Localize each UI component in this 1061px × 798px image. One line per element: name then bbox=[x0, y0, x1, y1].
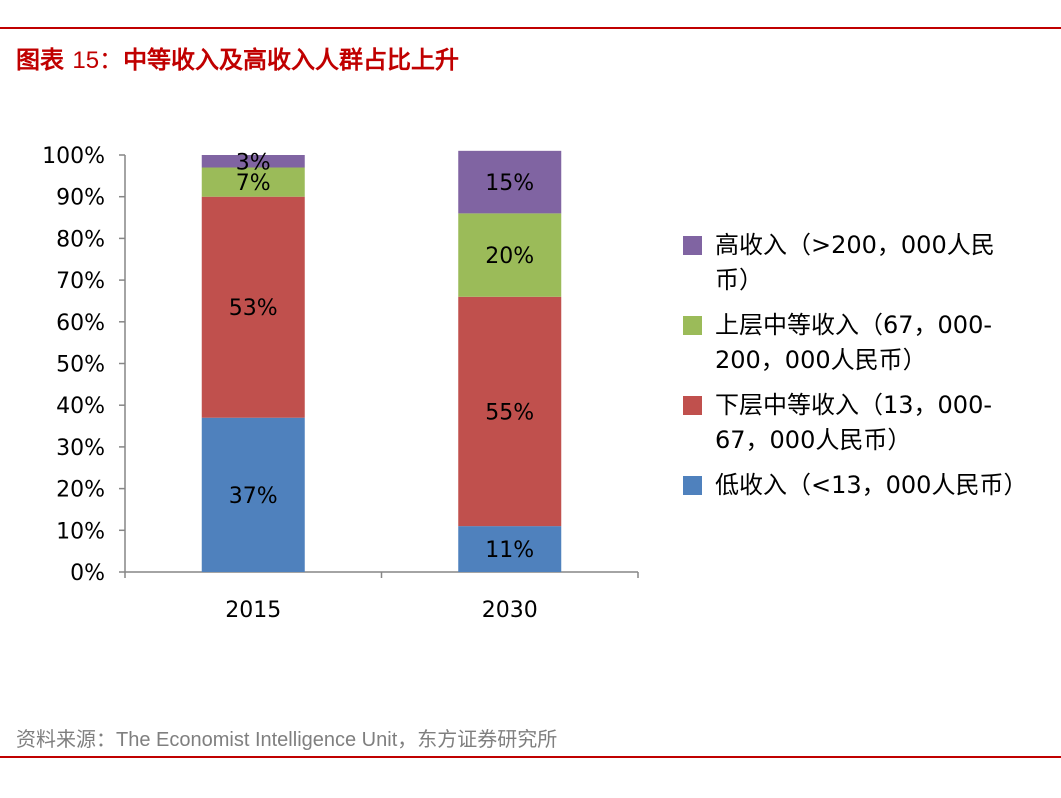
top-rule bbox=[0, 27, 1061, 29]
legend-label-high: 高收入（>200，000人民币） bbox=[715, 231, 995, 294]
bar-lower_middle-2030 bbox=[458, 296, 562, 527]
figure-title: 图表 15：中等收入及高收入人群占比上升 bbox=[16, 40, 459, 75]
legend-item-high: 高收入（>200，000人民币） bbox=[683, 228, 1023, 298]
y-tick-label: 60% bbox=[56, 311, 105, 336]
legend-label-upper-middle: 上层中等收入（67，000-200，000人民币） bbox=[715, 311, 993, 374]
y-tick-label: 80% bbox=[56, 227, 105, 252]
bar-upper_middle-2015 bbox=[201, 167, 305, 197]
legend-item-low: 低收入（<13，000人民币） bbox=[683, 468, 1027, 503]
data-label-high-2030: 15% bbox=[485, 171, 534, 196]
chart-legend: 高收入（>200，000人民币） 上层中等收入（67，000-200，000人民… bbox=[683, 228, 1027, 513]
legend-swatch-low bbox=[683, 476, 702, 495]
y-tick-label: 100% bbox=[42, 144, 105, 169]
source-note: 资料来源：The Economist Intelligence Unit，东方证… bbox=[16, 729, 558, 751]
x-tick-label: 2015 bbox=[225, 598, 281, 623]
data-label-lower_middle-2030: 55% bbox=[485, 400, 534, 425]
bar-lower_middle-2015 bbox=[201, 196, 305, 418]
bar-high-2030 bbox=[458, 150, 562, 214]
data-label-lower_middle-2015: 53% bbox=[229, 296, 278, 321]
title-number: 15： bbox=[72, 47, 124, 74]
legend-item-lower-middle: 下层中等收入（13，000-67，000人民币） bbox=[683, 388, 1023, 458]
y-tick-label: 10% bbox=[56, 519, 105, 544]
bottom-rule bbox=[0, 756, 1061, 758]
data-label-upper_middle-2030: 20% bbox=[485, 244, 534, 269]
bar-low-2030 bbox=[458, 526, 562, 572]
y-tick-label: 0% bbox=[70, 561, 105, 586]
title-text: 中等收入及高收入人群占比上升 bbox=[123, 46, 460, 74]
y-tick-label: 40% bbox=[56, 394, 105, 419]
x-tick-label: 2030 bbox=[482, 598, 538, 623]
legend-swatch-upper-middle bbox=[683, 316, 702, 335]
y-tick-label: 70% bbox=[56, 269, 105, 294]
y-tick-label: 30% bbox=[56, 436, 105, 461]
y-tick-label: 20% bbox=[56, 478, 105, 503]
data-label-high-2015: 3% bbox=[236, 150, 271, 175]
data-label-low-2015: 37% bbox=[229, 484, 278, 509]
legend-swatch-high bbox=[683, 236, 702, 255]
bar-low-2015 bbox=[201, 417, 305, 572]
data-label-low-2030: 11% bbox=[485, 538, 534, 563]
legend-label-lower-middle: 下层中等收入（13，000-67，000人民币） bbox=[715, 391, 993, 454]
title-prefix: 图表 bbox=[16, 46, 64, 74]
legend-item-upper-middle: 上层中等收入（67，000-200，000人民币） bbox=[683, 308, 1023, 378]
bar-high-2015 bbox=[201, 155, 305, 168]
bar-upper_middle-2030 bbox=[458, 213, 562, 297]
data-label-upper_middle-2015: 7% bbox=[236, 171, 271, 196]
y-tick-label: 50% bbox=[56, 353, 105, 378]
y-tick-label: 90% bbox=[56, 186, 105, 211]
legend-swatch-lower-middle bbox=[683, 396, 702, 415]
legend-label-low: 低收入（<13，000人民币） bbox=[715, 471, 1028, 499]
